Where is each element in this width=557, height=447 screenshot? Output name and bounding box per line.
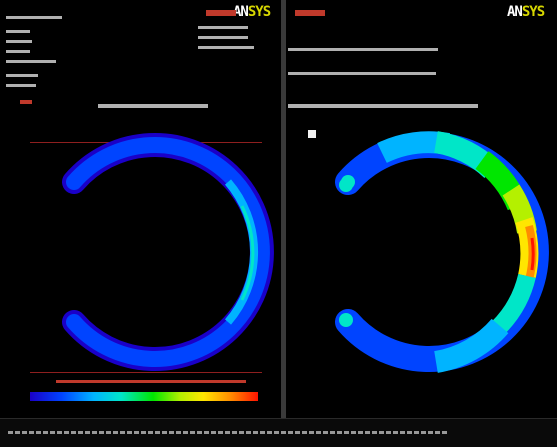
viewport-left[interactable]: ANSYS: [0, 0, 281, 418]
info-line: [6, 84, 36, 87]
legend-title: [56, 380, 246, 383]
legend-flag: [20, 100, 32, 104]
info-line: [288, 48, 438, 51]
info-line: [6, 74, 38, 77]
viewport-divider[interactable]: [281, 0, 286, 418]
window-title: [295, 10, 325, 16]
status-bar: [0, 418, 557, 447]
info-line: [288, 72, 436, 75]
time-line: [198, 26, 248, 29]
contour-ring-left: [62, 133, 274, 371]
ansys-logo: ANSYS: [507, 4, 545, 20]
bounding-box-bottom: [30, 372, 262, 373]
plot-caption: [98, 104, 208, 108]
viewport-right[interactable]: ANSYS: [286, 0, 557, 418]
info-line: [6, 60, 56, 63]
time-line: [198, 36, 248, 39]
info-line: [6, 30, 30, 33]
ansys-logo: ANSYS: [233, 4, 271, 20]
info-line: [6, 16, 62, 19]
status-text: [8, 431, 448, 434]
view-marker: [308, 130, 316, 138]
plot-caption: [288, 104, 478, 108]
legend-labels: [30, 406, 260, 412]
info-line: [6, 40, 32, 43]
color-legend: [30, 392, 258, 401]
contour-ring-right: [335, 131, 549, 373]
info-line: [6, 50, 30, 53]
time-line: [198, 46, 254, 49]
window-title: [206, 10, 236, 16]
